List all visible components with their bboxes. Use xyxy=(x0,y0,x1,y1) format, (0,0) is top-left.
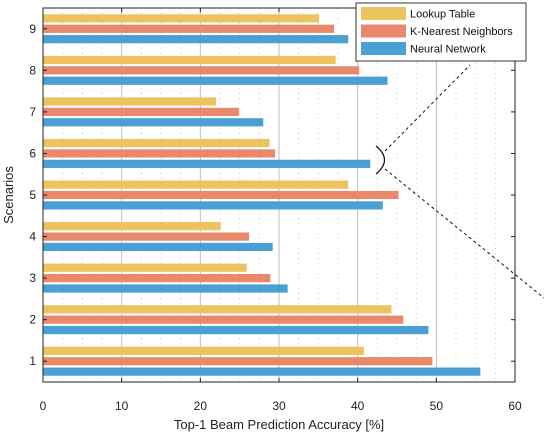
bar-lookup-table-scenario-6 xyxy=(43,138,270,148)
zoom-bracket xyxy=(375,145,386,175)
legend-label: K-Nearest Neighbors xyxy=(410,26,513,38)
zoom-line-upper xyxy=(384,64,471,152)
zoom-line-lower xyxy=(384,168,545,299)
y-tick-label: 5 xyxy=(29,188,36,202)
bar-lookup-table-scenario-2 xyxy=(43,305,392,314)
legend-label: Neural Network xyxy=(410,44,486,56)
bar-neural-network-scenario-4 xyxy=(43,242,273,252)
bar-lookup-table-scenario-9 xyxy=(43,14,320,23)
legend: Lookup Table K-Nearest Neighbors Neural Ne… xyxy=(355,2,527,62)
legend-swatch xyxy=(361,7,406,20)
bar-lookup-table-scenario-7 xyxy=(43,97,217,106)
bar-lookup-table-scenario-8 xyxy=(43,55,336,65)
bar-neural-network-scenario-9 xyxy=(43,35,349,44)
y-tick-label: 9 xyxy=(29,22,36,36)
bar-k-nearest-neighbors-scenario-7 xyxy=(43,107,239,116)
bar-neural-network-scenario-5 xyxy=(43,201,383,210)
x-axis-ticks: 0 10 20 30 40 50 60 xyxy=(40,8,522,413)
bar-k-nearest-neighbors-scenario-5 xyxy=(43,190,399,200)
x-tick-label: 20 xyxy=(194,399,208,413)
bar-k-nearest-neighbors-scenario-3 xyxy=(43,274,271,283)
bar-lookup-table-scenario-1 xyxy=(43,346,364,355)
x-axis-title: Top-1 Beam Prediction Accuracy [%] xyxy=(174,417,384,432)
x-tick-label: 10 xyxy=(115,399,129,413)
legend-swatch xyxy=(361,42,406,55)
bar-k-nearest-neighbors-scenario-8 xyxy=(43,66,360,75)
bar-neural-network-scenario-7 xyxy=(43,118,264,127)
bar-neural-network-scenario-2 xyxy=(43,325,429,335)
y-tick-label: 8 xyxy=(29,63,36,77)
x-tick-label: 0 xyxy=(40,399,47,413)
y-tick-label: 3 xyxy=(29,271,36,285)
legend-swatch xyxy=(361,24,406,38)
bars xyxy=(43,14,481,376)
bar-k-nearest-neighbors-scenario-9 xyxy=(43,24,335,33)
y-tick-label: 1 xyxy=(29,354,36,368)
y-tick-label: 2 xyxy=(29,313,36,327)
legend-label: Lookup Table xyxy=(410,9,475,21)
x-tick-label: 50 xyxy=(430,399,444,413)
bar-k-nearest-neighbors-scenario-2 xyxy=(43,315,404,324)
bar-lookup-table-scenario-5 xyxy=(43,180,349,189)
y-axis-title: Scenarios xyxy=(1,166,16,224)
zoom-annotation xyxy=(375,64,545,299)
bar-k-nearest-neighbors-scenario-4 xyxy=(43,232,250,241)
y-tick-label: 6 xyxy=(29,146,36,160)
y-tick-label: 7 xyxy=(29,105,36,119)
x-tick-label: 40 xyxy=(351,399,365,413)
y-tick-label: 4 xyxy=(29,230,36,244)
bar-lookup-table-scenario-3 xyxy=(43,263,247,272)
y-axis-ticks: 1 2 3 4 5 6 7 8 9 xyxy=(29,22,515,368)
bar-neural-network-scenario-1 xyxy=(43,367,481,376)
bar-neural-network-scenario-3 xyxy=(43,284,288,293)
bar-k-nearest-neighbors-scenario-1 xyxy=(43,357,433,366)
x-tick-label: 60 xyxy=(508,399,522,413)
x-tick-label: 30 xyxy=(272,399,286,413)
bar-lookup-table-scenario-4 xyxy=(43,222,221,231)
bar-k-nearest-neighbors-scenario-6 xyxy=(43,149,276,158)
bar-neural-network-scenario-6 xyxy=(43,159,371,168)
bar-neural-network-scenario-8 xyxy=(43,76,388,85)
